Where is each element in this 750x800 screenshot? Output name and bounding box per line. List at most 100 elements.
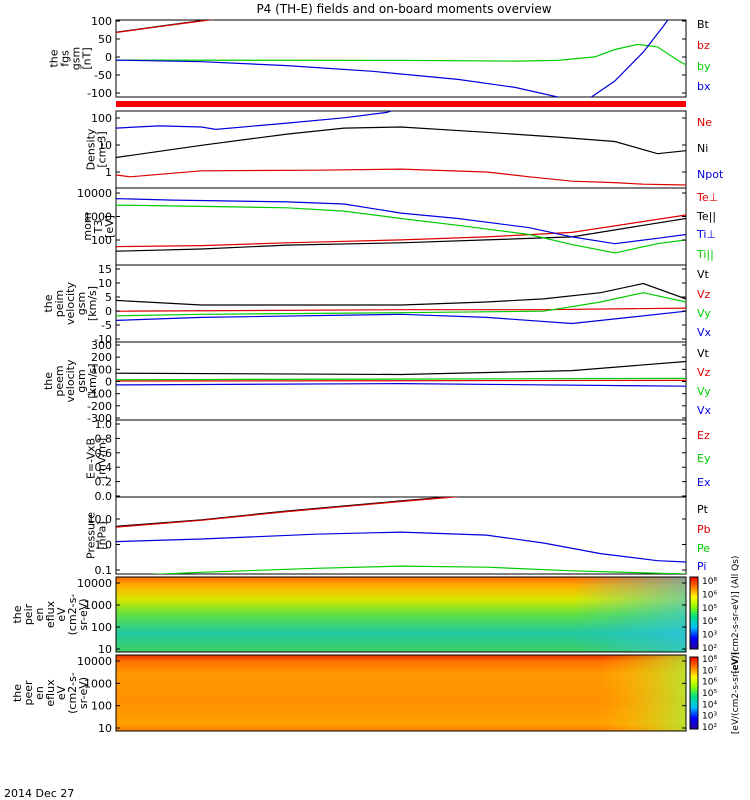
y-axis-label: peem (53, 365, 66, 396)
legend-entry: Vz (697, 366, 711, 379)
ytick-label: 10 (98, 643, 112, 656)
colorbar-tick-label: 10⁵ (702, 689, 717, 699)
colorbar-tick-label: 10⁴ (702, 700, 717, 710)
legend-entry: Vt (697, 347, 710, 360)
ytick-label: 0.4 (95, 461, 113, 474)
series-line-density-0 (116, 168, 686, 186)
legend-entry: Ex (697, 476, 711, 489)
series-line-fgs-3 (116, 20, 669, 97)
legend-entry: bz (697, 39, 710, 52)
y-axis-label: [mV/m] (96, 438, 109, 479)
series-line-mom-0 (116, 214, 686, 248)
series-line-peem-2 (116, 377, 686, 381)
colorbar-tick-label: 10⁴ (702, 617, 717, 627)
legend-entry: Pi (697, 560, 706, 573)
ytick-label: -50 (94, 69, 112, 82)
legend-entry: Ez (697, 429, 710, 442)
legend-entry: Ti⊥ (696, 228, 716, 241)
series-line-peim-2 (116, 292, 686, 317)
y-axis-label: velocity (64, 359, 77, 402)
ytick-label: 100 (91, 363, 112, 376)
ytick-label: 0.0 (95, 490, 113, 503)
y-axis-label: eV (55, 685, 68, 700)
y-axis-label: [nPa] (96, 521, 109, 549)
ytick-label: 0.8 (95, 432, 113, 445)
series-line-peim-3 (116, 310, 686, 325)
legend-entry: bx (697, 80, 711, 93)
panel-mom-frame (115, 187, 687, 266)
y-axis-label: Pressure (85, 512, 98, 559)
y-axis-label: eV (55, 607, 68, 622)
series-line-peim-1 (116, 307, 686, 312)
legend-entry: Vy (697, 307, 711, 320)
y-axis-label: the (42, 372, 55, 390)
series-line-pressure-3 (116, 531, 686, 563)
colorbar-label: [eV/(cm2-s-sr-eV)] (731, 652, 741, 734)
panel-efield-frame (115, 419, 687, 498)
colorbar-tick-label: 10² (702, 723, 717, 733)
ytick-label: 1.0 (95, 539, 113, 552)
legend-entry: Ey (697, 452, 711, 465)
y-axis-label: fgs (59, 50, 72, 67)
ytick-label: 200 (91, 351, 112, 364)
colorbar-label: [eV/(cm2-s-sr-eV)] (All Qs) (731, 556, 741, 674)
series-line-peem-3 (116, 382, 686, 387)
series-line-mom-3 (116, 204, 686, 254)
series-line-peem-1 (116, 379, 686, 382)
ytick-label: 10000 (77, 655, 112, 668)
ytick-label: 10.0 (88, 513, 113, 526)
colorbar-tick-label: 10⁷ (702, 666, 717, 676)
ytick-label: 1.0 (95, 418, 113, 431)
legend-entry: Npot (697, 168, 724, 181)
colorbar-tick-label: 10⁵ (702, 604, 717, 614)
y-axis-label: peir (22, 603, 35, 625)
series-line-pressure-1 (116, 497, 459, 528)
colorbar-tick-label: 10² (702, 644, 717, 654)
ytick-label: 100 (91, 112, 112, 125)
series-line-mom-2 (116, 198, 686, 245)
ytick-label: 15 (98, 263, 112, 276)
y-axis-label: sr-eV) (77, 598, 90, 630)
legend-entry: Ti|| (696, 248, 714, 261)
y-axis-label: gsm (70, 47, 83, 70)
ytick-label: 10 (98, 139, 112, 152)
y-axis-label: [km/s] (86, 286, 99, 321)
ytick-label: 100 (91, 15, 112, 28)
ytick-label: 0 (105, 51, 112, 64)
y-axis-label: [km/s] (86, 363, 99, 398)
series-line-density-2 (116, 111, 394, 131)
legend-entry: Vt (697, 268, 710, 281)
plot-date: 2014 Dec 27 (4, 787, 74, 800)
ytick-label: 100 (91, 700, 112, 713)
panel-peir-spectrogram (115, 576, 687, 653)
ytick-label: 0.6 (95, 447, 113, 460)
ytick-label: 50 (98, 33, 112, 46)
y-axis-label: mom (81, 212, 94, 240)
panel-pressure-frame (115, 496, 687, 575)
legend-entry: Vx (697, 404, 712, 417)
series-line-fgs-1 (116, 20, 214, 34)
colorbar-tick-label: 10⁶ (702, 590, 717, 600)
y-axis-label: the (11, 684, 24, 702)
series-line-fgs-2 (116, 43, 686, 66)
ytick-label: 10 (98, 277, 112, 290)
y-axis-label: eflux (44, 600, 57, 628)
legend-entry: Ne (697, 116, 712, 129)
ytick-label: 300 (91, 339, 112, 352)
y-axis-label: [eV] (103, 215, 116, 238)
flag-bar (116, 101, 686, 107)
ytick-label: 0.1 (95, 564, 113, 577)
series-line-density-1 (116, 126, 686, 159)
y-axis-label: en (33, 608, 46, 622)
y-axis-label: peer (22, 680, 35, 706)
y-axis-label: gsm (75, 292, 88, 315)
panel-peer-spectrogram (115, 654, 687, 732)
ytick-label: -200 (87, 400, 112, 413)
series-line-mom-1 (116, 217, 686, 252)
legend-entry: by (697, 60, 711, 73)
plot-title: P4 (TH-E) fields and on-board moments ov… (256, 2, 551, 16)
legend-entry: Pb (697, 523, 711, 536)
y-axis-label: T3 (92, 220, 105, 235)
